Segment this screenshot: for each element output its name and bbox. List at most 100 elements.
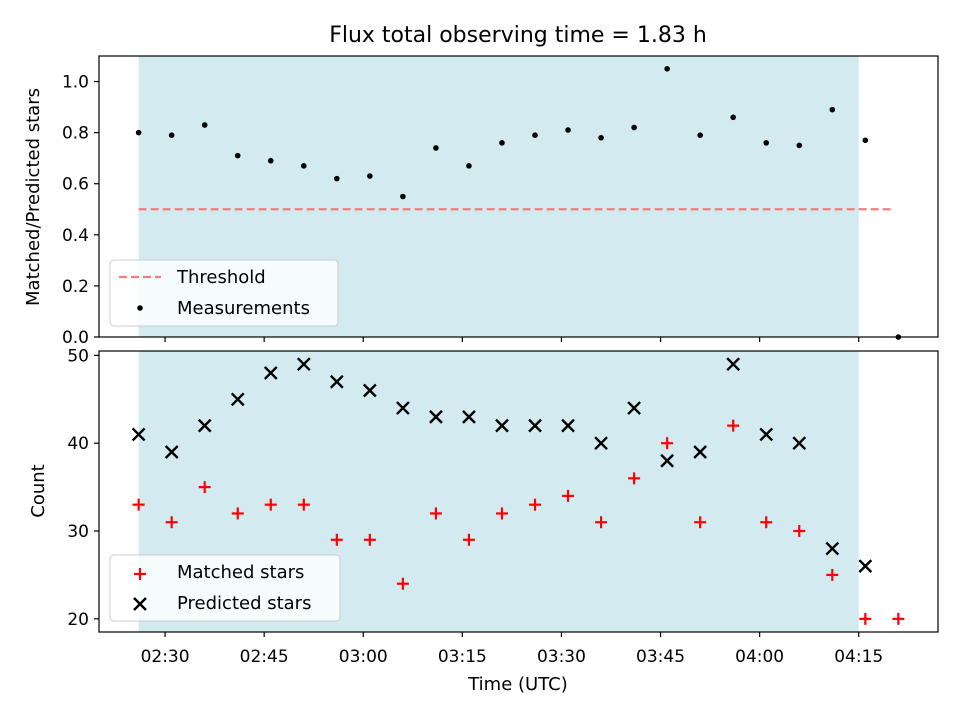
measurement-point (598, 134, 604, 141)
matched-star-point (132, 498, 145, 511)
measurement-point (796, 142, 803, 149)
count-y-tick-label: 40 (67, 434, 89, 454)
x-tick-label: 04:15 (834, 647, 883, 667)
ratio-legend-box (109, 259, 339, 327)
matched-star-point (562, 489, 575, 502)
measurement-point (201, 122, 208, 128)
count-legend: Matched stars Predicted stars (109, 554, 341, 622)
predicted-star-point (296, 357, 311, 372)
predicted-star-point (197, 418, 212, 433)
ratio-legend: Threshold Measurements (109, 259, 339, 327)
predicted-star-point (263, 366, 278, 380)
matched-star-point (628, 472, 641, 485)
matched-star-point (529, 498, 542, 511)
predicted-star-point (396, 401, 410, 415)
matched-star-point (330, 533, 343, 546)
x-tick-label: 02:30 (141, 647, 190, 667)
predicted-star-point (329, 374, 344, 389)
matched-star-point (231, 507, 244, 520)
measurement-point (433, 145, 439, 151)
x-tick-label: 03:15 (438, 647, 487, 667)
ratio-y-tick-label: 0.8 (62, 124, 89, 144)
matched-star-point (595, 516, 608, 529)
predicted-star-point (627, 401, 641, 415)
ratio-marks (135, 65, 902, 340)
matched-star-point (264, 498, 277, 511)
measurement-point (532, 132, 538, 138)
measurement-point (862, 137, 869, 144)
legend-predicted-x (133, 597, 147, 611)
predicted-star-point (792, 436, 807, 451)
measurement-point (234, 152, 241, 159)
predicted-star-point (429, 410, 443, 424)
ratio-y-tick-label: 0.0 (62, 328, 89, 348)
measurement-point (730, 114, 737, 121)
predicted-star-point (131, 427, 146, 442)
matched-star-point (727, 419, 740, 432)
legend-measurements-label: Measurements (177, 298, 310, 319)
count-y-tick-label: 20 (67, 610, 89, 630)
ratio-axes-frame (98, 55, 939, 338)
measurement-point (135, 129, 142, 136)
count-marks (131, 357, 905, 625)
predicted-star-point (726, 357, 741, 372)
ratio-y-axis-label: Matched/Predicted stars (23, 88, 44, 306)
ratio-panel: 0.0 0.2 0.4 0.6 0.8 1.0 Matched/Predicted sta… (23, 55, 939, 348)
ratio-y-tick-label: 0.4 (62, 226, 89, 246)
matched-star-point (826, 568, 839, 581)
predicted-star-point (693, 445, 708, 459)
ratio-y-tick-label: 1.0 (62, 73, 89, 93)
ratio-y-tick-label: 0.2 (62, 277, 89, 297)
matched-star-point (661, 437, 674, 450)
x-tick-label: 03:00 (339, 647, 388, 667)
measurement-point (631, 124, 637, 131)
matched-star-point (396, 577, 409, 590)
legend-matched-label: Matched stars (177, 562, 304, 583)
legend-predicted-label: Predicted stars (177, 593, 311, 614)
predicted-star-point (561, 418, 575, 433)
legend-predicted-swatch (133, 597, 147, 611)
matched-star-point (694, 516, 707, 529)
predicted-star-point (462, 410, 476, 424)
predicted-star-point (363, 383, 377, 398)
predicted-star-point (528, 418, 542, 433)
count-y-axis-label: Count (28, 464, 49, 517)
x-tick-label: 03:30 (537, 647, 586, 667)
measurement-point (300, 163, 307, 169)
predicted-star-point (164, 445, 179, 459)
x-axis-label: Time (UTC) (467, 674, 568, 695)
measurement-point (367, 173, 373, 179)
measurement-point (499, 140, 505, 146)
predicted-star-point (230, 392, 245, 407)
measurement-point (168, 132, 175, 138)
matched-star-point (892, 612, 905, 625)
measurement-point (466, 163, 472, 169)
count-x-ticks: 02:30 02:45 03:00 03:15 03:30 03:45 04:00 04:15 (141, 632, 883, 667)
ratio-y-tick-label: 0.6 (62, 175, 89, 195)
x-tick-label: 02:45 (240, 647, 289, 667)
predicted-star-point (825, 541, 840, 556)
count-y-tick-label: 50 (67, 346, 89, 366)
matched-star-point (760, 516, 773, 529)
predicted-star-point (858, 559, 873, 573)
measurement-point (334, 175, 340, 182)
matched-star-point (429, 507, 442, 520)
predicted-star-point (759, 427, 774, 442)
matched-star-point (198, 481, 211, 494)
count-axes-frame (98, 350, 939, 633)
matched-star-point (793, 525, 806, 538)
measurement-point (565, 127, 571, 133)
figure-title: Flux total observing time = 1.83 h (329, 23, 707, 48)
matched-star-point (495, 507, 508, 520)
matched-star-point (165, 516, 178, 529)
x-tick-label: 03:45 (636, 647, 685, 667)
matched-star-point (363, 533, 376, 546)
measurement-point (697, 132, 703, 138)
count-y-ticks: 20 30 40 50 (67, 346, 99, 630)
matched-star-point (462, 533, 475, 546)
legend-threshold-label: Threshold (176, 267, 266, 288)
legend-measurements-swatch (137, 305, 143, 311)
matched-star-point (297, 498, 310, 511)
